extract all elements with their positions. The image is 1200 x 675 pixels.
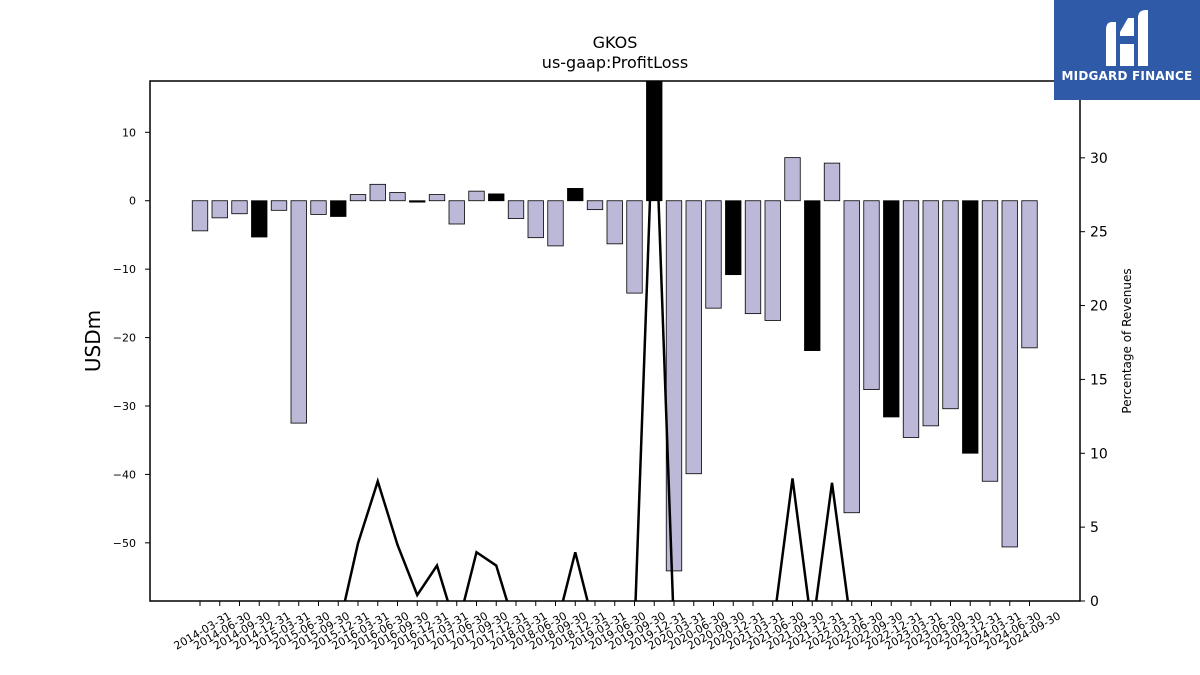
bar-2023-12-31 (962, 200, 979, 454)
bar-2017-09-30 (468, 190, 485, 202)
bar-2023-06-30 (922, 200, 939, 427)
bar-2021-06-30 (764, 200, 781, 321)
y2-tick-label: 10 (1090, 446, 1108, 462)
y-axis: 10 0 −10 −20 −30 −40 −50 (113, 126, 150, 550)
y2-tick-label: 30 (1090, 151, 1108, 167)
bar-2015-03-31 (270, 200, 288, 211)
bar-2016-03-31 (349, 194, 367, 202)
bar-2024-03-31 (981, 200, 999, 482)
y-tick-label: −20 (113, 332, 136, 345)
y-axis-label: USDm (81, 310, 105, 372)
bar-2020-12-31 (725, 200, 742, 276)
bar-2019-09-30 (626, 200, 643, 294)
bar-2017-06-30 (448, 200, 465, 225)
bar-2022-06-30 (843, 200, 860, 514)
y-tick-label: −30 (113, 400, 136, 413)
bar-2019-03-31 (586, 200, 604, 211)
bar-2014-12-31 (251, 200, 268, 238)
bar-2021-03-31 (744, 200, 762, 315)
bar-2024-06-30 (1001, 200, 1018, 548)
bar-2015-12-31 (330, 200, 347, 217)
bar-2023-09-30 (942, 200, 959, 410)
bar-2021-09-30 (784, 157, 801, 202)
bar-2022-03-31 (823, 162, 841, 202)
bar-2015-06-30 (290, 200, 307, 424)
y2-tick-label: 20 (1090, 299, 1108, 315)
bar-2017-12-31 (488, 193, 505, 202)
y-tick-label: −40 (113, 468, 136, 481)
logo-text: MIDGARD FINANCE (1061, 69, 1193, 83)
bar-2017-03-31 (428, 194, 446, 202)
x-axis: 2014-03-312014-06-302014-09-302014-12-31… (172, 601, 1063, 653)
bar-2014-06-30 (211, 200, 228, 219)
bar-2014-09-30 (231, 200, 248, 215)
bar-2023-03-31 (902, 200, 920, 438)
y2-tick-label: 25 (1090, 225, 1108, 241)
bar-2015-09-30 (310, 200, 327, 215)
bar-2022-12-31 (883, 200, 900, 418)
bar-2018-03-31 (507, 200, 525, 219)
y2-tick-label: 0 (1090, 594, 1099, 610)
bar-2021-12-31 (804, 200, 821, 351)
bar-2018-12-31 (567, 188, 584, 202)
y-tick-label: −50 (113, 537, 136, 550)
bar-2020-06-30 (685, 200, 702, 475)
bar-2022-09-30 (863, 200, 880, 390)
y-tick-label: 0 (129, 195, 136, 208)
y2-axis: 0 5 10 15 20 25 30 (1080, 151, 1108, 610)
midgard-m-mark-icon (1106, 10, 1148, 66)
bar-2019-06-30 (606, 200, 623, 245)
bar-2014-03-31 (191, 200, 209, 232)
y2-tick-label: 15 (1090, 372, 1108, 388)
y-tick-label: −10 (113, 263, 136, 276)
bar-2018-09-30 (547, 200, 564, 247)
bar-2018-06-30 (527, 200, 544, 239)
chart-title: GKOS (593, 33, 638, 52)
bar-series (191, 80, 1038, 572)
bar-2024-09-30 (1021, 200, 1038, 349)
plot-frame (149, 80, 1081, 602)
bar-2020-03-31 (665, 200, 683, 572)
bar-2020-09-30 (705, 200, 722, 309)
y2-axis-label: Percentage of Revenues (1120, 268, 1134, 413)
midgard-finance-logo: MIDGARD FINANCE (1054, 0, 1200, 100)
bar-2016-12-31 (409, 200, 426, 203)
y-tick-label: 10 (122, 126, 136, 139)
y2-tick-label: 5 (1090, 520, 1099, 536)
bar-2016-06-30 (369, 183, 386, 202)
chart-subtitle: us-gaap:ProfitLoss (542, 53, 688, 72)
bar-2016-09-30 (389, 192, 406, 202)
